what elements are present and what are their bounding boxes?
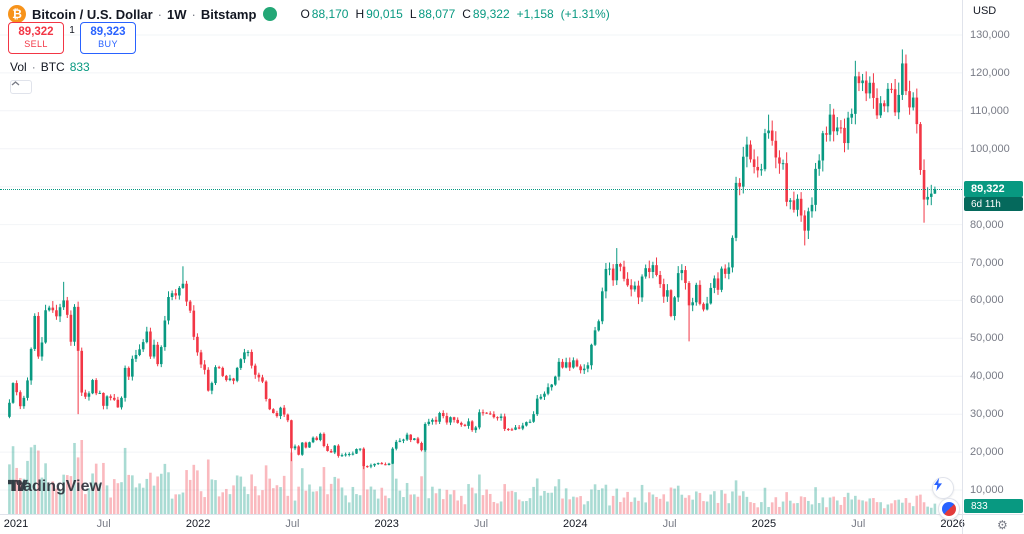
change-percent: (+1.31%) bbox=[560, 7, 610, 21]
buy-label: BUY bbox=[98, 39, 118, 49]
time-tick-label: Jul bbox=[473, 518, 489, 530]
watermark-text: TradingView bbox=[8, 478, 102, 495]
currency-label[interactable]: USD bbox=[973, 5, 997, 17]
time-tick-label: 2025 bbox=[751, 518, 777, 530]
broker-button[interactable] bbox=[938, 498, 960, 520]
volume-axis-badge: 833 bbox=[964, 499, 1023, 513]
bitstamp-logo-icon bbox=[263, 7, 278, 21]
high-label: H bbox=[355, 7, 365, 21]
price-tick-label: 100,000 bbox=[970, 142, 1010, 155]
volume-label: Vol bbox=[10, 60, 27, 74]
price-tick-label: 120,000 bbox=[970, 66, 1010, 79]
time-tick-label: 2022 bbox=[185, 518, 211, 530]
candlestick-chart bbox=[0, 34, 962, 514]
price-tick-label: 40,000 bbox=[970, 370, 1004, 383]
chevron-up-icon bbox=[11, 81, 20, 86]
time-tick-label: 2024 bbox=[563, 518, 588, 530]
volume-unit: BTC bbox=[40, 60, 65, 74]
low-label: L bbox=[409, 7, 417, 21]
ohlc-values: O 88,170 H 90,015 L 88,077 C 89,322 +1,158 (… bbox=[293, 7, 609, 21]
price-tick-label: 30,000 bbox=[970, 408, 1004, 421]
price-tick-label: 80,000 bbox=[970, 218, 1004, 231]
change-value: +1,158 bbox=[516, 7, 554, 21]
bar-countdown-badge: 6d 11h bbox=[964, 197, 1023, 212]
price-tick-label: 10,000 bbox=[970, 484, 1004, 496]
volume-indicator-legend[interactable]: Vol · BTC 833 bbox=[10, 60, 90, 74]
buy-sell-widget: 89,322 SELL 1 89,323 BUY bbox=[8, 22, 136, 54]
separator-dot: · bbox=[191, 6, 196, 22]
time-tick-label: Jul bbox=[662, 518, 677, 530]
close-value: 89,322 bbox=[472, 7, 510, 21]
buy-button[interactable]: 89,323 BUY bbox=[80, 22, 136, 54]
time-tick-label: 2021 bbox=[3, 518, 29, 530]
tradingview-logo-icon bbox=[8, 479, 28, 491]
spread-value: 1 bbox=[69, 25, 75, 36]
gear-icon[interactable]: ⚙ bbox=[997, 517, 1008, 532]
price-tick-label: 130,000 bbox=[970, 29, 1010, 41]
open-value: 88,170 bbox=[311, 7, 349, 21]
exchange-label[interactable]: Bitstamp bbox=[200, 6, 257, 22]
last-price-badge: 89,322 bbox=[964, 181, 1023, 198]
tradingview-watermark: TradingView bbox=[8, 478, 102, 496]
legend-collapse-button[interactable] bbox=[10, 80, 32, 94]
time-tick-label: Jul bbox=[851, 518, 866, 530]
buy-price: 89,323 bbox=[90, 26, 126, 38]
sell-price: 89,322 bbox=[18, 26, 54, 38]
high-value: 90,015 bbox=[366, 7, 403, 21]
time-tick-label: Jul bbox=[285, 518, 300, 530]
sell-label: SELL bbox=[24, 39, 48, 49]
separator-dot: · bbox=[157, 6, 162, 22]
price-axis[interactable]: USD 130,000120,000110,000100,00090,00080… bbox=[962, 0, 1024, 514]
chart-pane[interactable]: ₿ Bitcoin / U.S. Dollar · 1W · Bitstamp … bbox=[0, 0, 962, 520]
bitcoin-logo-icon: ₿ bbox=[8, 5, 26, 23]
price-tick-label: 50,000 bbox=[970, 332, 1004, 345]
price-tick-label: 70,000 bbox=[970, 256, 1004, 269]
open-label: O bbox=[300, 7, 310, 21]
separator-dot: · bbox=[31, 60, 36, 74]
quick-order-button[interactable] bbox=[932, 477, 954, 499]
close-label: C bbox=[462, 7, 471, 21]
time-tick-label: 2023 bbox=[374, 518, 399, 530]
chart-legend: ₿ Bitcoin / U.S. Dollar · 1W · Bitstamp … bbox=[8, 5, 610, 23]
time-tick-label: Jul bbox=[96, 518, 111, 530]
interval-label[interactable]: 1W bbox=[166, 6, 187, 22]
price-tick-label: 60,000 bbox=[970, 294, 1004, 307]
lightning-icon bbox=[934, 478, 942, 491]
time-axis[interactable]: 2021 Jul 2022 Jul 2023 Jul 2024 Jul 2025 Jul 2026 bbox=[0, 514, 965, 534]
price-tick-label: 110,000 bbox=[970, 104, 1009, 117]
low-value: 88,077 bbox=[418, 7, 456, 21]
time-tick-label: 2026 bbox=[940, 518, 965, 530]
broker-logo-icon bbox=[942, 502, 956, 516]
price-tick-label: 20,000 bbox=[970, 446, 1004, 459]
symbol-title[interactable]: Bitcoin / U.S. Dollar bbox=[32, 6, 153, 22]
axis-settings-corner: ⚙ bbox=[962, 514, 1024, 534]
sell-button[interactable]: 89,322 SELL bbox=[8, 22, 64, 54]
volume-value: 833 bbox=[69, 60, 90, 74]
